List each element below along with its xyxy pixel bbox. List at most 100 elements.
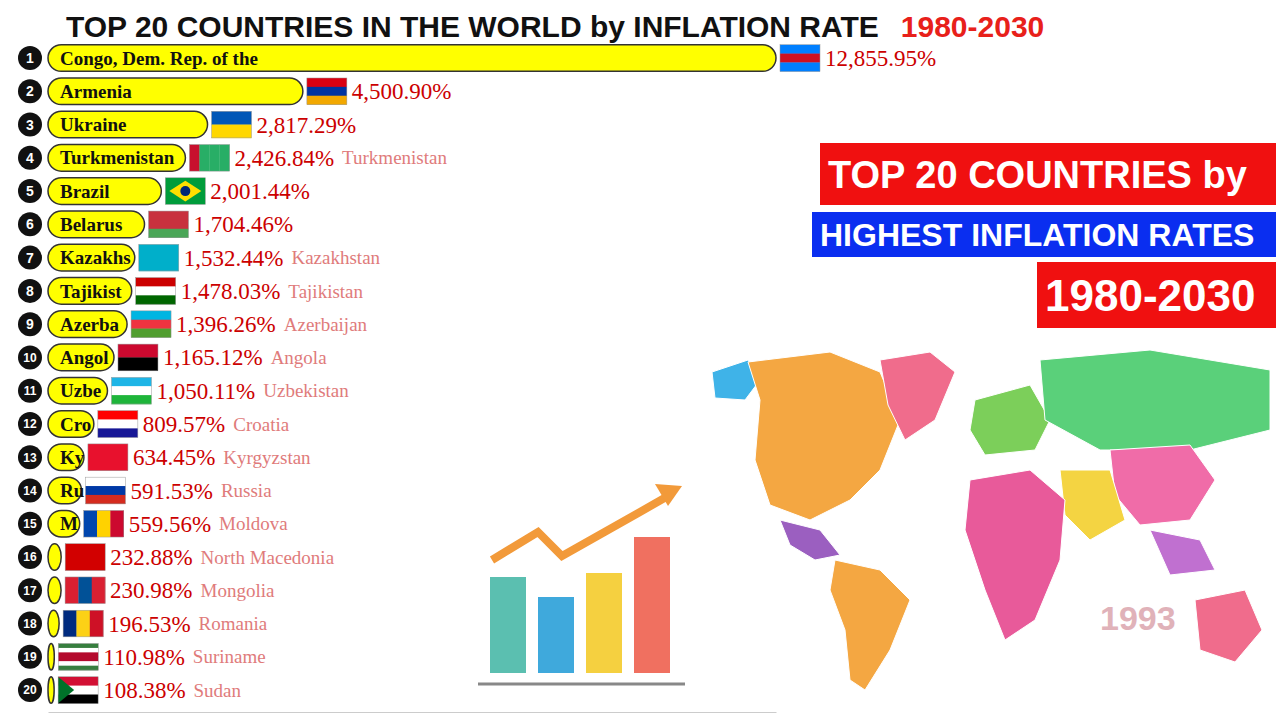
flag-border — [98, 411, 138, 438]
flag — [98, 411, 138, 438]
bar-label: Azerba — [60, 314, 120, 335]
bar — [48, 577, 61, 604]
bar-label: Angol — [60, 347, 109, 368]
bar — [48, 510, 80, 537]
flag — [139, 244, 179, 271]
rank-label: 5 — [26, 183, 34, 199]
rank-label: 3 — [26, 117, 34, 133]
flag-stripe — [307, 87, 347, 96]
title: TOP 20 COUNTRIES IN THE WORLD by INFLATI… — [66, 10, 879, 43]
flag-stripe — [58, 657, 98, 662]
flag-border — [65, 577, 105, 604]
category-label: Tajikistan — [288, 281, 363, 302]
flag-stripe — [58, 648, 98, 653]
flag-border — [85, 477, 125, 504]
flag — [307, 78, 347, 105]
rank-label: 11 — [24, 384, 37, 398]
rank-label: 18 — [23, 617, 37, 631]
land — [1195, 590, 1262, 662]
rank-label: 12 — [23, 417, 37, 431]
category-label: Kyrgyzstan — [223, 447, 311, 468]
category-label: Sudan — [194, 680, 242, 701]
flag-stripe — [58, 677, 74, 704]
category-label: Romania — [199, 613, 268, 634]
flag-stripe — [98, 411, 138, 420]
flag-stripe — [165, 178, 205, 205]
value-label: 1,478.03% — [181, 279, 281, 304]
flag-stripe — [219, 145, 229, 172]
bar-label: Belarus — [60, 214, 122, 235]
flag-stripe — [780, 45, 820, 54]
flag-stripe — [136, 295, 176, 304]
flag — [65, 577, 105, 604]
rank-label: 20 — [23, 683, 37, 697]
flag-stripe — [307, 96, 347, 105]
banner — [812, 212, 1276, 257]
icon-bar — [634, 537, 670, 673]
land — [1110, 445, 1215, 525]
flag-border — [84, 510, 124, 537]
rank-label: 13 — [23, 451, 37, 465]
rank-label: 4 — [26, 150, 34, 166]
flag-border — [149, 211, 189, 238]
flag-border — [58, 643, 98, 670]
axis-line — [49, 712, 777, 713]
flag-stripe — [139, 244, 179, 271]
rank-label: 1 — [26, 50, 34, 66]
flag-border — [212, 111, 252, 138]
flag-stripe — [199, 145, 209, 172]
value-label: 634.45% — [133, 445, 215, 470]
value-label: 1,396.26% — [176, 312, 276, 337]
bar — [48, 444, 84, 471]
bar — [48, 643, 54, 670]
bar — [48, 45, 776, 72]
land — [748, 352, 900, 520]
rank-label: 9 — [26, 316, 34, 332]
flag-stripe — [90, 610, 104, 637]
icon-bar — [586, 573, 622, 673]
flag — [58, 677, 98, 704]
bar-label: M — [60, 513, 78, 534]
bar — [48, 244, 135, 271]
category-label: Turkmenistan — [342, 147, 447, 168]
flag-stripe — [212, 125, 252, 139]
flag-stripe — [307, 78, 347, 87]
flag — [65, 544, 105, 571]
flag — [84, 510, 124, 537]
value-label: 1,532.44% — [184, 246, 284, 271]
flag-stripe — [92, 577, 106, 604]
flag — [136, 278, 176, 305]
flag-border — [139, 244, 179, 271]
flag-stripe — [110, 510, 124, 537]
rank-label: 7 — [26, 250, 34, 266]
bar — [48, 411, 94, 438]
flag-stripe — [65, 544, 105, 571]
flag-stripe — [88, 444, 128, 471]
rank-label: 16 — [23, 550, 37, 564]
bar — [48, 544, 61, 571]
value-label: 1,704.46% — [194, 212, 294, 237]
bar — [48, 211, 145, 238]
rank-badge — [18, 246, 42, 270]
rank-label: 10 — [23, 351, 37, 365]
flag-stripe — [180, 186, 190, 196]
bar-label: Turkmenistan — [60, 147, 175, 168]
flag-stripe — [118, 344, 158, 358]
bar-label: Ky — [60, 447, 85, 468]
rank-badge — [18, 545, 42, 569]
bar-label: Tajikist — [60, 281, 122, 302]
flag-border — [307, 78, 347, 105]
flag — [85, 477, 125, 504]
flag-stripe — [58, 652, 98, 657]
flag — [780, 45, 820, 72]
rank-badge — [18, 146, 42, 170]
subtitle: 1980-2030 — [901, 10, 1044, 43]
value-label: 196.53% — [108, 612, 190, 637]
flag-border — [189, 145, 229, 172]
flag — [118, 344, 158, 371]
icon-arrow — [492, 496, 668, 560]
rank-badge — [18, 645, 42, 669]
flag-stripe — [212, 111, 252, 125]
flag — [189, 145, 229, 172]
bar-label: Ru — [60, 480, 85, 501]
